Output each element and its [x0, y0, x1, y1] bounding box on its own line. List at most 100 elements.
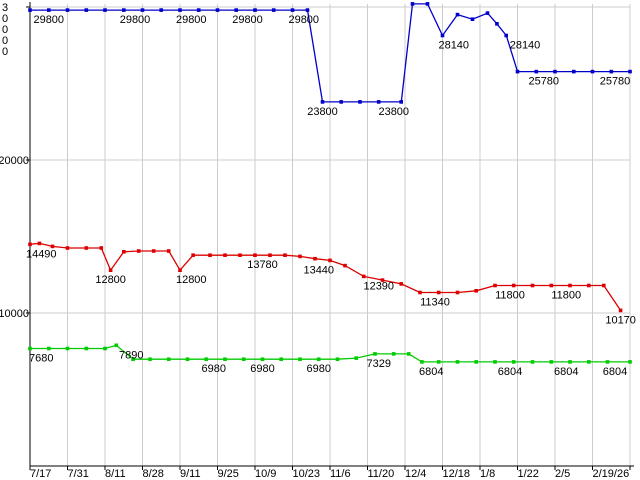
blue-price-series-marker [234, 8, 238, 12]
x-tick-label: 8/11 [105, 468, 126, 480]
red-price-series-marker [108, 268, 113, 272]
red-price-series-marker [65, 246, 70, 250]
red-price-series-marker [99, 246, 104, 250]
red-price-series-marker [436, 290, 441, 295]
green-price-series-marker [335, 357, 340, 361]
blue-price-series-marker [65, 8, 70, 12]
red-price-series-marker [191, 253, 195, 257]
red-price-series-marker [328, 258, 332, 263]
green-price-series-marker [605, 360, 610, 364]
red-price-series-marker [361, 274, 366, 279]
green-price-series-marker [406, 352, 411, 356]
green-price-series-marker [28, 346, 32, 351]
red-price-series-marker [238, 253, 242, 257]
green-price-series-marker [354, 356, 358, 360]
red-price-series-value-label: 12800 [95, 274, 126, 286]
red-price-series-marker [28, 242, 32, 247]
red-price-series-value-label: 12390 [363, 280, 394, 292]
blue-price-series-marker [253, 8, 257, 12]
x-tick-label: 7/31 [68, 468, 89, 480]
red-price-series-value-label: 14490 [26, 248, 57, 260]
blue-price-series-marker [399, 100, 403, 104]
x-tick-label: 9/11 [180, 468, 201, 480]
red-price-series-marker [618, 308, 623, 313]
green-price-series-marker [223, 357, 227, 361]
y-tick-label: 0 [2, 24, 8, 36]
green-price-series-marker [148, 357, 152, 361]
blue-price-series-marker [290, 8, 295, 12]
red-price-series-marker [50, 244, 55, 249]
green-price-series-marker [114, 343, 119, 348]
green-price-series-line [30, 344, 630, 363]
blue-price-series-marker [609, 69, 614, 74]
red-price-series-marker [84, 246, 89, 250]
green-price-series-marker [131, 357, 135, 361]
green-price-series-marker [204, 357, 208, 361]
blue-price-series-marker [215, 8, 220, 12]
blue-price-series-marker [140, 8, 145, 12]
green-price-series-marker [298, 357, 302, 361]
red-price-series-marker [151, 249, 156, 253]
blue-price-series-marker [534, 69, 539, 74]
x-tick-label: 1/22 [518, 468, 539, 480]
blue-price-series-value-label: 25780 [528, 76, 559, 88]
green-price-series-marker [185, 357, 190, 361]
blue-price-series-marker [572, 69, 576, 74]
blue-price-series-marker [47, 8, 51, 12]
blue-price-series-marker [271, 8, 276, 12]
blue-price-series-value-label: 23800 [307, 106, 338, 118]
x-tick-label: 2/19/26 [593, 468, 630, 480]
blue-price-series-marker [410, 2, 415, 6]
green-price-series-value-label: 6804 [498, 366, 522, 378]
blue-price-series-marker [159, 8, 163, 12]
blue-price-series-marker [515, 69, 520, 74]
red-price-series-value-label: 11800 [551, 289, 581, 301]
green-price-series-value-label: 7890 [119, 349, 143, 361]
green-price-series-marker [511, 360, 516, 364]
green-price-series-marker [391, 352, 396, 356]
blue-price-series-value-label: 29800 [120, 14, 151, 26]
blue-price-series-value-label: 23800 [378, 106, 409, 118]
red-price-series-marker [343, 263, 347, 268]
green-price-series-marker [316, 357, 321, 361]
red-price-series-value-label: 11800 [495, 289, 525, 301]
red-price-series-marker [298, 254, 302, 259]
red-price-series-value-label: 10170 [605, 314, 636, 326]
red-price-series-marker [136, 249, 141, 253]
x-tick-label: 7/17 [30, 468, 51, 480]
red-price-series-marker [380, 278, 385, 282]
green-price-series-marker [587, 360, 591, 364]
red-price-series-marker [587, 283, 591, 288]
y-tick-label: 0 [2, 13, 8, 25]
blue-price-series-value-label: 29800 [176, 14, 207, 26]
red-price-series-marker [511, 283, 516, 288]
green-price-series-marker [549, 360, 554, 364]
red-price-series-marker [37, 241, 42, 246]
green-price-series-marker [373, 352, 377, 356]
y-tick-label: 20000 [0, 155, 29, 167]
red-price-series-marker [178, 268, 182, 272]
red-price-series-line [29, 242, 622, 311]
x-tick-label: 10/23 [293, 468, 321, 480]
red-price-series-value-label: 13440 [303, 264, 334, 276]
green-price-series-value-label: 6804 [554, 366, 578, 378]
green-price-series-marker [103, 346, 107, 351]
green-price-series-value-label: 6980 [250, 363, 274, 375]
green-price-series-marker [241, 357, 246, 361]
green-price-series-marker [279, 357, 283, 361]
blue-price-series-marker [178, 8, 182, 12]
red-price-series-marker [253, 253, 257, 257]
y-tick-label: 0 [2, 46, 8, 58]
x-tick-label: 12/4 [405, 468, 426, 480]
green-price-series-marker [65, 346, 70, 351]
blue-price-series-marker [103, 8, 107, 12]
x-tick-label: 8/28 [143, 468, 164, 480]
blue-price-series-marker [628, 69, 632, 74]
y-tick-label: 3 [2, 2, 8, 14]
red-price-series-marker [418, 290, 422, 295]
green-price-series-marker [84, 346, 89, 351]
blue-price-series-marker [590, 69, 595, 74]
